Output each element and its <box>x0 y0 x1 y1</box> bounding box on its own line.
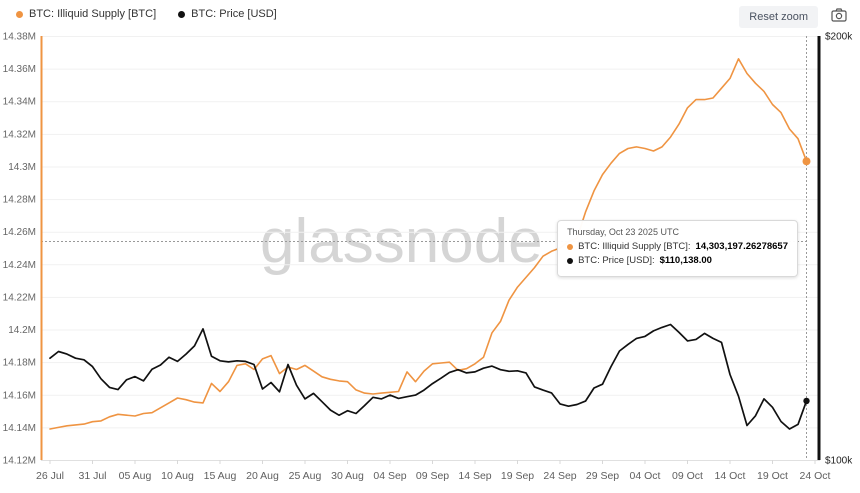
tooltip: Thursday, Oct 23 2025 UTC BTC: Illiquid … <box>557 220 798 277</box>
x-tick-label: 05 Aug <box>119 470 152 482</box>
y-left-tick-label: 14.18M <box>3 358 36 369</box>
illiquid-supply-marker-icon <box>16 10 23 18</box>
x-tick-label: 09 Sep <box>416 470 449 482</box>
legend-item-price[interactable]: BTC: Price [USD] <box>178 8 277 20</box>
y-left-tick-label: 14.14M <box>3 423 36 434</box>
x-tick-label: 10 Aug <box>161 470 194 482</box>
x-tick-label: 24 Sep <box>543 470 576 482</box>
y-left-tick-label: 14.36M <box>3 64 36 75</box>
x-tick-label: 04 Sep <box>373 470 406 482</box>
camera-icon[interactable] <box>831 8 847 22</box>
legend: BTC: Illiquid Supply [BTC] BTC: Price [U… <box>16 8 277 20</box>
tooltip-date: Thursday, Oct 23 2025 UTC <box>567 227 679 237</box>
x-tick-label: 25 Aug <box>289 470 322 482</box>
tooltip-label: BTC: Price [USD]: <box>578 255 655 267</box>
tooltip-row-illiquid-supply: BTC: Illiquid Supply [BTC]: 14,303,197.2… <box>567 240 788 254</box>
legend-label: BTC: Illiquid Supply [BTC] <box>29 8 157 20</box>
tooltip-value: $110,138.00 <box>659 255 712 267</box>
x-tick-label: 14 Oct <box>715 470 746 482</box>
price-marker-icon <box>178 10 186 18</box>
y-left-tick-label: 14.38M <box>3 32 36 43</box>
y-left-tick-label: 14.24M <box>3 260 36 271</box>
x-tick-label: 09 Oct <box>672 470 703 482</box>
y-left-tick-label: 14.16M <box>3 390 36 401</box>
price-end-dot <box>803 397 810 405</box>
y-right-tick-label: $100k <box>825 456 853 467</box>
reset-zoom-button[interactable]: Reset zoom <box>739 6 818 28</box>
y-left-tick-label: 14.12M <box>3 456 36 467</box>
y-left-tick-label: 14.22M <box>3 292 36 303</box>
x-tick-label: 30 Aug <box>331 470 364 482</box>
y-left-tick-label: 14.3M <box>8 162 36 173</box>
y-left-tick-label: 14.34M <box>3 97 36 108</box>
y-left-tick-label: 14.32M <box>3 129 36 140</box>
y-right-tick-label: $200k <box>825 32 853 43</box>
price-marker-icon <box>567 258 574 265</box>
y-left-tick-label: 14.28M <box>3 195 36 206</box>
x-tick-label: 24 Oct <box>800 470 831 482</box>
x-tick-label: 19 Sep <box>501 470 534 482</box>
tooltip-row-price: BTC: Price [USD]: $110,138.00 <box>567 254 788 268</box>
illiquid-supply-marker-icon <box>567 244 574 251</box>
legend-item-illiquid-supply[interactable]: BTC: Illiquid Supply [BTC] <box>16 8 156 20</box>
x-tick-label: 29 Sep <box>586 470 619 482</box>
x-tick-label: 04 Oct <box>630 470 661 482</box>
illiquid-supply-end-dot <box>802 157 811 166</box>
legend-label: BTC: Price [USD] <box>191 8 277 20</box>
tooltip-label: BTC: Illiquid Supply [BTC]: <box>578 241 691 252</box>
y-left-tick-label: 14.26M <box>3 227 36 238</box>
illiquid-supply-line <box>49 57 808 430</box>
x-tick-label: 19 Oct <box>757 470 788 482</box>
x-tick-label: 15 Aug <box>204 470 237 482</box>
x-tick-label: 14 Sep <box>458 470 491 482</box>
y-left-tick-label: 14.2M <box>8 325 36 336</box>
tooltip-value: 14,303,197.26278657 <box>695 241 788 252</box>
x-tick-label: 20 Aug <box>246 470 279 482</box>
x-tick-label: 26 Jul <box>36 470 64 482</box>
price-line <box>49 323 808 430</box>
x-tick-label: 31 Jul <box>78 470 106 482</box>
